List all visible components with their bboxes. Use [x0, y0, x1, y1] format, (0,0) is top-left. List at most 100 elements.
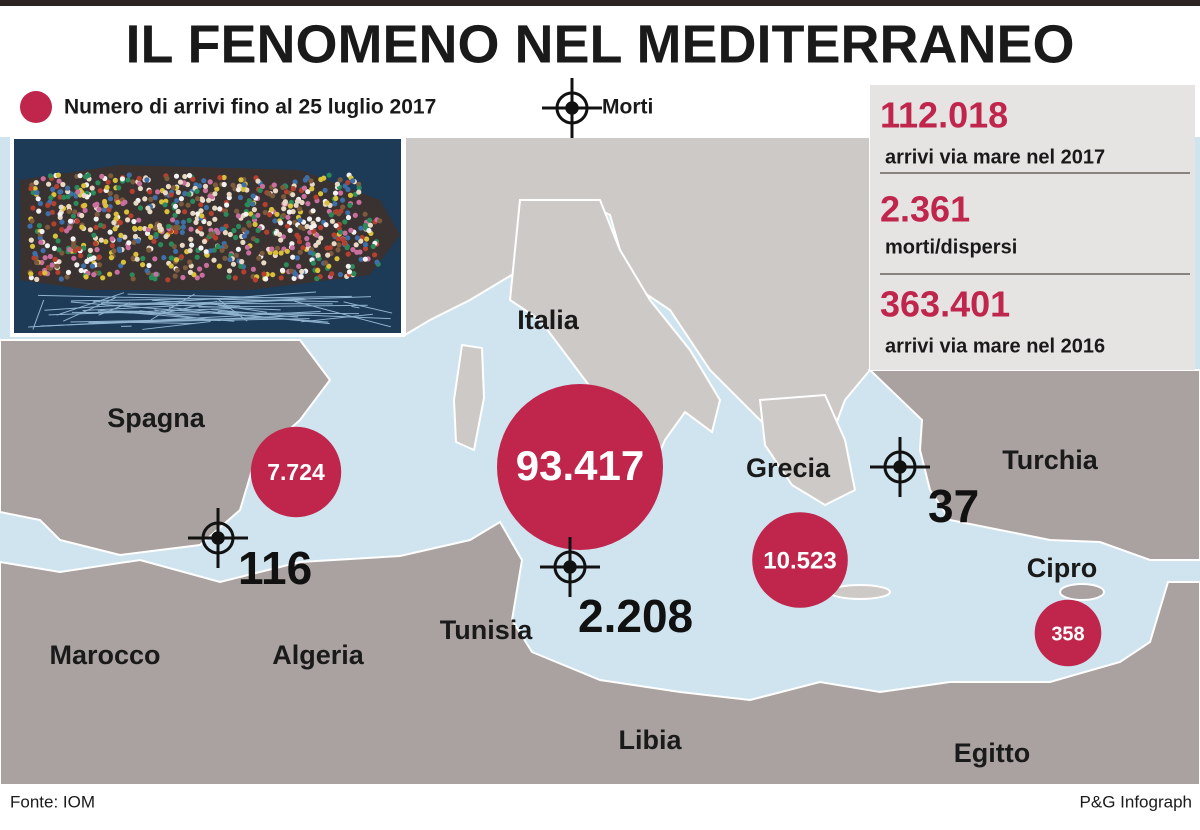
photo-dot: [55, 264, 60, 269]
photo-dot: [59, 205, 64, 210]
photo-dot: [158, 242, 163, 247]
photo-dot: [230, 183, 235, 188]
photo-dot: [253, 277, 258, 282]
photo-dot: [240, 240, 245, 245]
photo-dot: [332, 232, 337, 237]
photo-dot: [290, 255, 295, 260]
photo-dot: [231, 228, 236, 233]
photo-dot: [346, 264, 351, 269]
photo-dot: [187, 173, 192, 178]
photo-dot: [308, 178, 313, 183]
photo-dot: [34, 277, 39, 282]
stat-value: 363.401: [880, 284, 1010, 325]
photo-dot: [213, 182, 218, 187]
photo-dot: [180, 230, 185, 235]
photo-dot: [198, 202, 203, 207]
photo-dot: [111, 220, 116, 225]
photo-dot: [41, 248, 46, 253]
photo-dot: [188, 227, 193, 232]
photo-dot: [130, 189, 135, 194]
photo-dot: [253, 222, 258, 227]
photo-dot: [278, 220, 283, 225]
photo-dot: [43, 255, 48, 260]
photo-dot: [38, 201, 43, 206]
photo-dot: [66, 204, 71, 209]
photo-dot: [318, 177, 323, 182]
top-strip: [0, 0, 1200, 6]
photo-dot: [203, 184, 208, 189]
photo-dot: [323, 260, 328, 265]
photo-dot: [58, 212, 63, 217]
photo-dot: [109, 255, 114, 260]
photo-dot: [354, 242, 359, 247]
photo-dot: [372, 252, 377, 257]
photo-dot: [288, 203, 293, 208]
photo-dot: [55, 270, 60, 275]
photo-dot: [183, 265, 188, 270]
photo-dot: [336, 236, 341, 241]
photo-dot: [118, 220, 123, 225]
photo-dot: [282, 201, 287, 206]
photo-dot: [215, 230, 220, 235]
photo-dot: [285, 215, 290, 220]
photo-dot: [147, 209, 152, 214]
photo-dot: [199, 213, 204, 218]
photo-dot: [280, 185, 285, 190]
photo-dot: [266, 191, 271, 196]
photo-dot: [345, 235, 350, 240]
photo-dot: [258, 188, 263, 193]
photo-dot: [148, 224, 153, 229]
legend-arrivals-swatch: [20, 91, 52, 123]
photo-dot: [114, 212, 119, 217]
photo-dot: [364, 236, 369, 241]
photo-dot: [157, 223, 162, 228]
photo-dot: [115, 270, 120, 275]
photo-dot: [97, 207, 102, 212]
photo-dot: [332, 241, 337, 246]
photo-dot: [170, 217, 175, 222]
photo-dot: [126, 245, 131, 250]
photo-dot: [179, 201, 184, 206]
photo-dot: [302, 186, 307, 191]
photo-dot: [36, 196, 41, 201]
photo-dot: [115, 200, 120, 205]
arrivals-label: 358: [1051, 623, 1084, 645]
photo-dot: [204, 249, 209, 254]
country-label: Turchia: [1002, 445, 1098, 475]
photo-dot: [38, 240, 43, 245]
photo-dot: [144, 177, 149, 182]
photo-dot: [176, 209, 181, 214]
photo-dot: [313, 195, 318, 200]
photo-dot: [74, 185, 79, 190]
photo-dot: [116, 185, 121, 190]
photo-dot: [45, 203, 50, 208]
photo-dot: [118, 233, 123, 238]
photo-dot: [187, 218, 192, 223]
photo-dot: [363, 242, 368, 247]
legend-deaths: Morti: [602, 96, 653, 119]
photo-dot: [94, 247, 99, 252]
country-label: Algeria: [272, 640, 365, 670]
photo-dot: [50, 262, 55, 267]
photo-dot: [289, 269, 294, 274]
photo-dot: [297, 218, 302, 223]
photo-dot: [269, 246, 274, 251]
photo-dot: [153, 272, 158, 277]
photo-dot: [272, 182, 277, 187]
photo-dot: [329, 212, 334, 217]
photo-dot: [162, 202, 167, 207]
photo-dot: [285, 224, 290, 229]
photo-dot: [318, 191, 323, 196]
photo-dot: [247, 198, 252, 203]
photo-dot: [236, 187, 241, 192]
photo-dot: [102, 199, 107, 204]
photo-dot: [245, 245, 250, 250]
photo-dot: [207, 221, 212, 226]
photo-dot: [198, 226, 203, 231]
photo-dot: [305, 224, 310, 229]
photo-dot: [138, 226, 143, 231]
photo-dot: [345, 210, 350, 215]
photo-dot: [236, 213, 241, 218]
arrivals-label: 10.523: [763, 547, 836, 574]
